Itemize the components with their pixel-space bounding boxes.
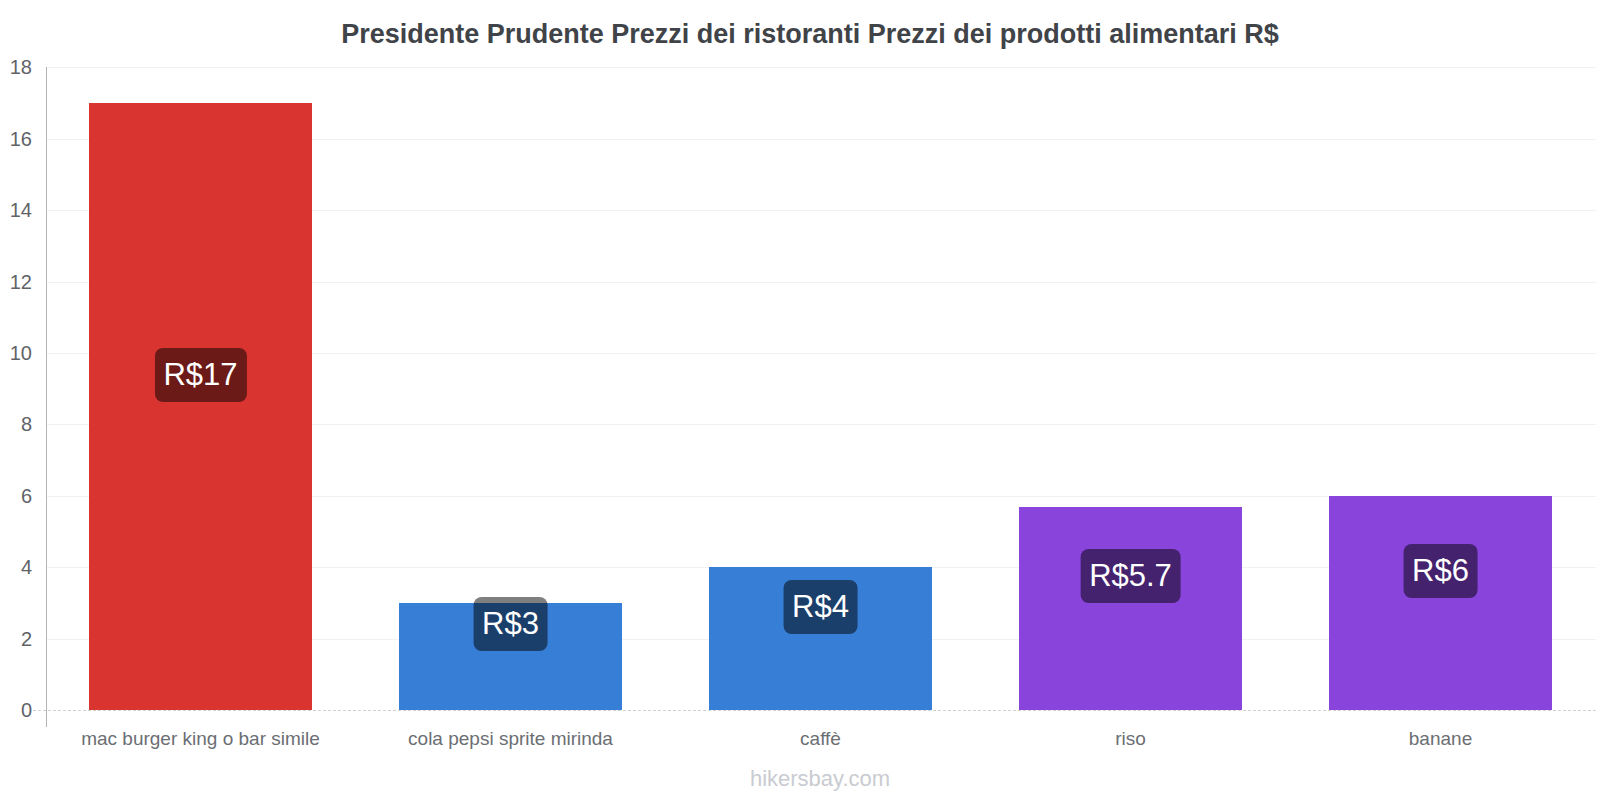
- bar-value-label: R$4: [783, 580, 858, 634]
- y-tick-label: 12: [0, 272, 32, 292]
- bar: [1329, 496, 1552, 710]
- bar-value-label: R$5.7: [1080, 549, 1181, 603]
- y-tick-label: 10: [0, 343, 32, 363]
- footer-watermark: hikersbay.com: [750, 766, 890, 792]
- y-tick-label: 16: [0, 129, 32, 149]
- category-label: cola pepsi sprite mirinda: [408, 728, 613, 750]
- y-tick-label: 6: [0, 486, 32, 506]
- y-tick-label: 2: [0, 629, 32, 649]
- category-label: caffè: [800, 728, 841, 750]
- y-axis-line: [46, 67, 47, 727]
- bar: [89, 103, 312, 710]
- gridline: [46, 67, 1596, 68]
- bar: [1019, 507, 1242, 710]
- plot-area: 0 2 4 6 8 10 12 14 16 18 R$17 mac burger king o bar…: [0, 0, 1600, 800]
- y-tick-label: 18: [0, 57, 32, 77]
- y-tick-label: 8: [0, 414, 32, 434]
- y-tick-label: 14: [0, 200, 32, 220]
- x-axis-line: [33, 710, 1596, 711]
- category-label: banane: [1409, 728, 1472, 750]
- bar-value-label: R$3: [473, 597, 548, 651]
- y-tick-label: 0: [0, 700, 32, 720]
- category-label: riso: [1115, 728, 1146, 750]
- bar-value-label: R$6: [1403, 544, 1478, 598]
- y-tick-label: 4: [0, 557, 32, 577]
- bar-value-label: R$17: [154, 348, 246, 402]
- category-label: mac burger king o bar simile: [81, 728, 320, 750]
